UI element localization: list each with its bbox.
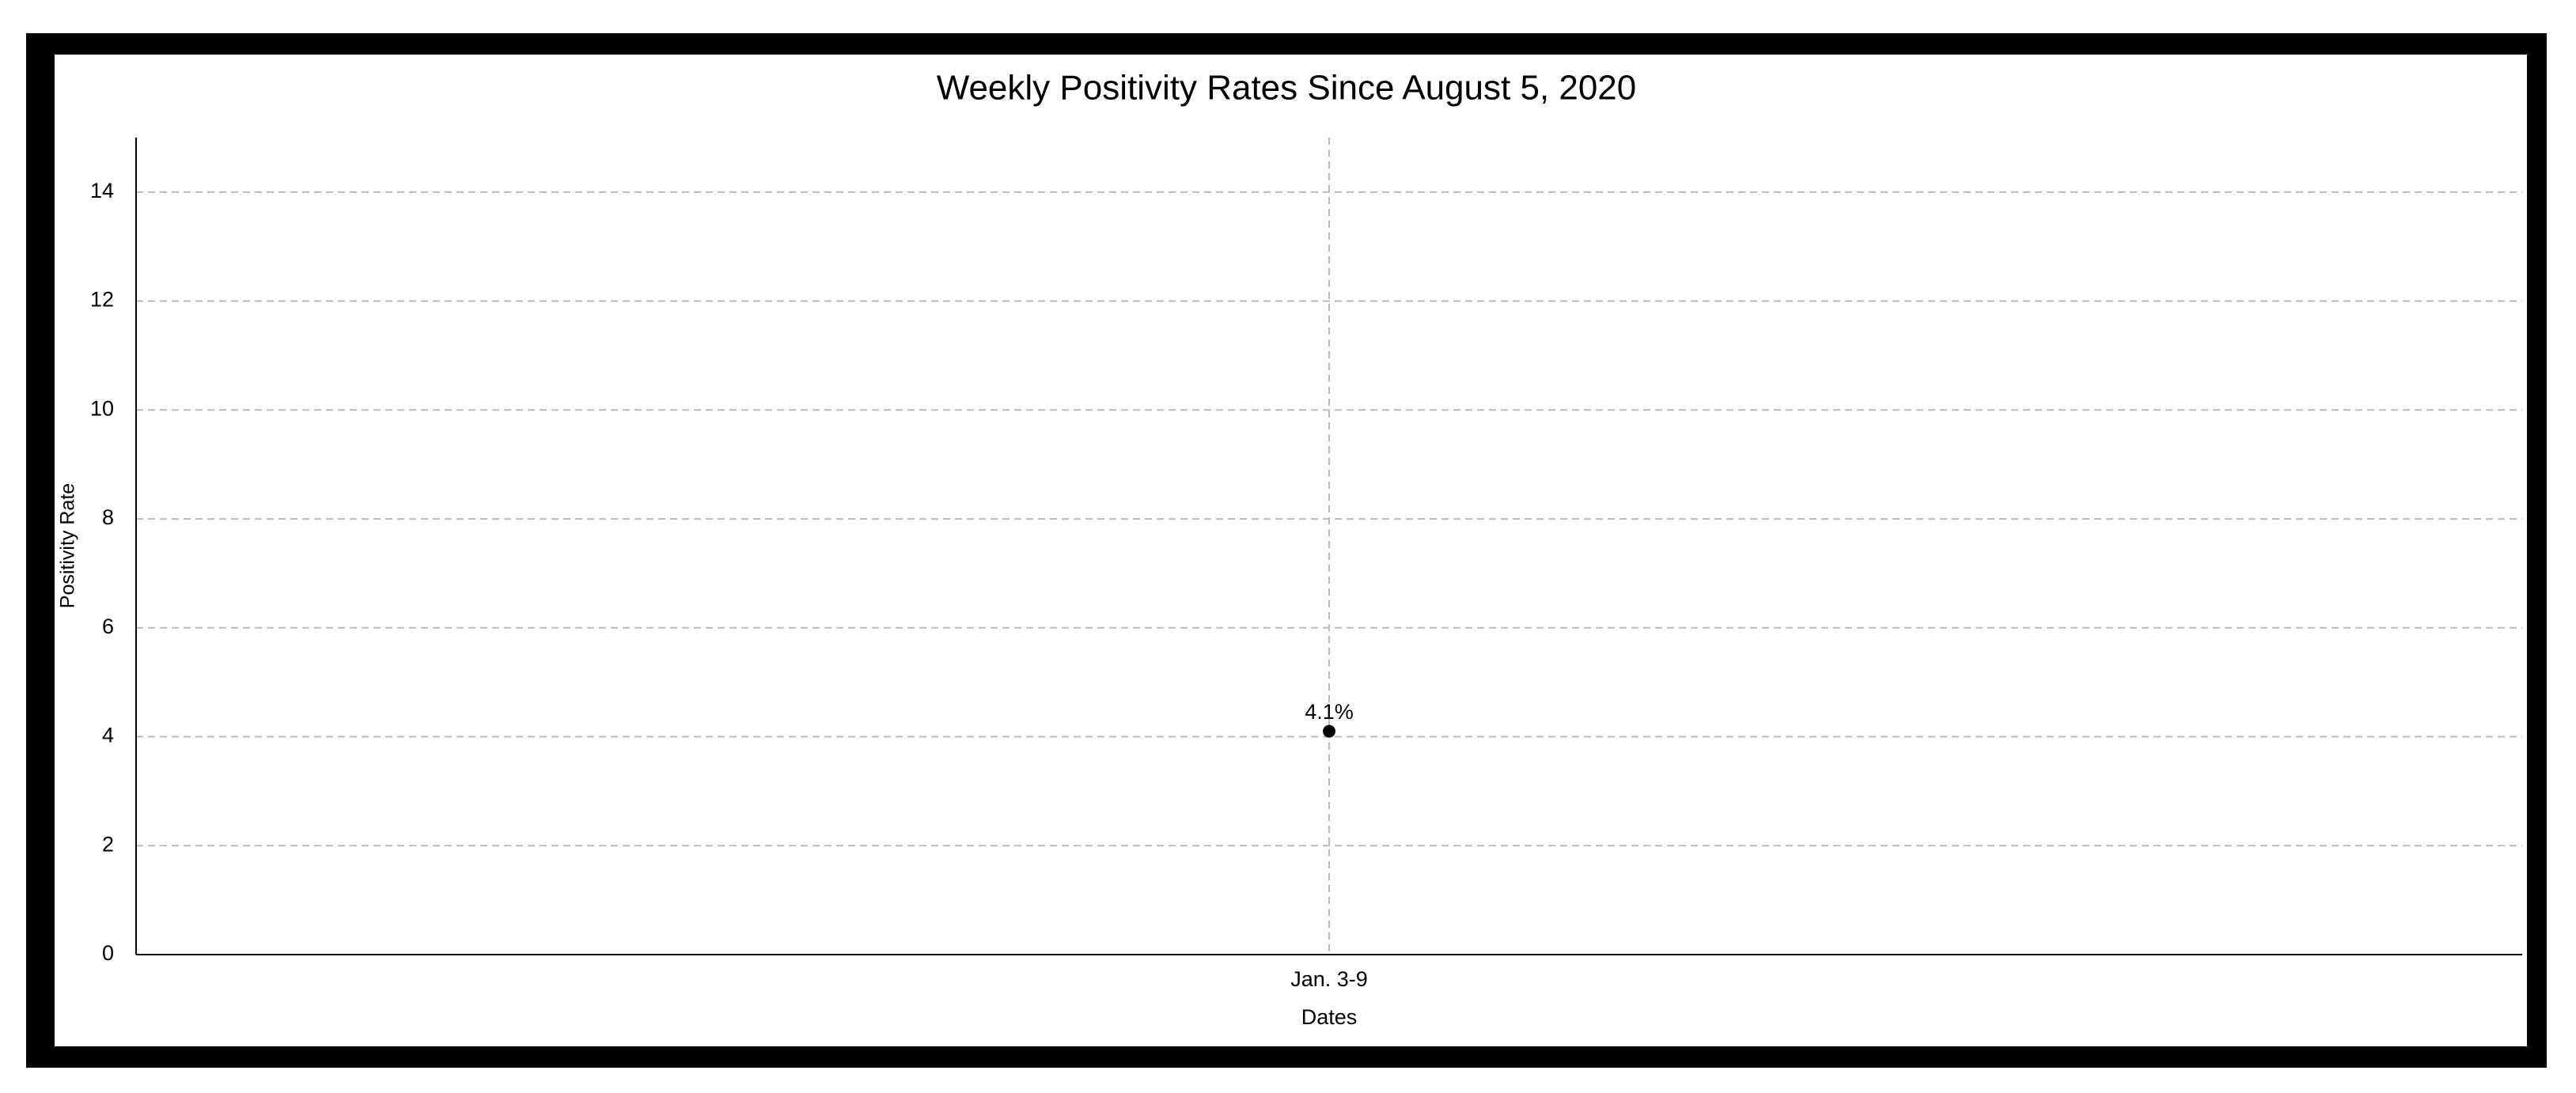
y-tick-label: 0 xyxy=(102,941,114,965)
y-tick-label: 8 xyxy=(102,505,114,529)
x-tick-label: Jan. 3-9 xyxy=(1290,967,1368,991)
y-axis-label: Positivity Rate xyxy=(57,483,79,608)
point xyxy=(1323,724,1335,738)
chart-title: Weekly Positivity Rates Since August 5, … xyxy=(937,69,1637,108)
x-axis-label: Dates xyxy=(1301,1005,1358,1029)
y-tick-label: 14 xyxy=(90,179,114,202)
y-tick-label: 4 xyxy=(102,724,114,747)
y-tick-label: 10 xyxy=(90,396,114,420)
y-tick-label: 2 xyxy=(102,832,114,856)
value-label: 4.1% xyxy=(1305,700,1354,724)
y-tick-label: 6 xyxy=(102,615,114,638)
y-tick-label: 12 xyxy=(90,288,114,312)
chart-background xyxy=(55,55,2527,1046)
